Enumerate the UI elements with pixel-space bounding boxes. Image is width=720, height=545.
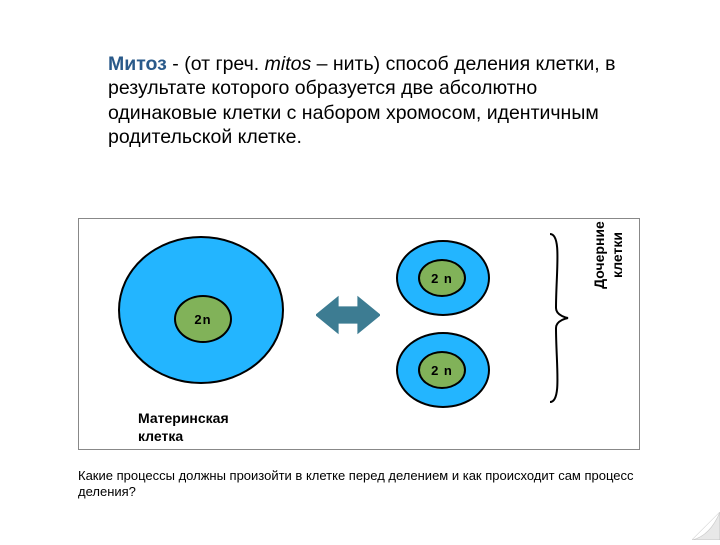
page-corner-icon	[692, 512, 720, 540]
mother-nucleus: 2n	[174, 295, 232, 343]
daughter-nucleus-1-label: 2 n	[431, 271, 453, 286]
mother-cell-label-text: Материнскаяклетка	[138, 410, 229, 444]
def-connector: - (от греч.	[167, 53, 265, 75]
daughter-cells-label-text: Дочерниеклетки	[591, 221, 625, 289]
etymology: mitos	[265, 53, 312, 75]
daughter-nucleus-1: 2 n	[418, 259, 466, 297]
mother-cell-label: Материнскаяклетка	[138, 410, 229, 445]
daughter-cells-label: Дочерниеклетки	[590, 210, 626, 300]
daughter-nucleus-2-label: 2 n	[431, 363, 453, 378]
question-text: Какие процессы должны произойти в клетке…	[78, 468, 638, 501]
definition-text: Митоз - (от греч. mitos – нить) способ д…	[108, 52, 628, 150]
double-arrow-icon	[316, 290, 380, 340]
daughter-nucleus-2: 2 n	[418, 351, 466, 389]
brace-icon	[546, 232, 570, 404]
mother-nucleus-label: 2n	[194, 312, 211, 327]
term: Митоз	[108, 53, 167, 75]
